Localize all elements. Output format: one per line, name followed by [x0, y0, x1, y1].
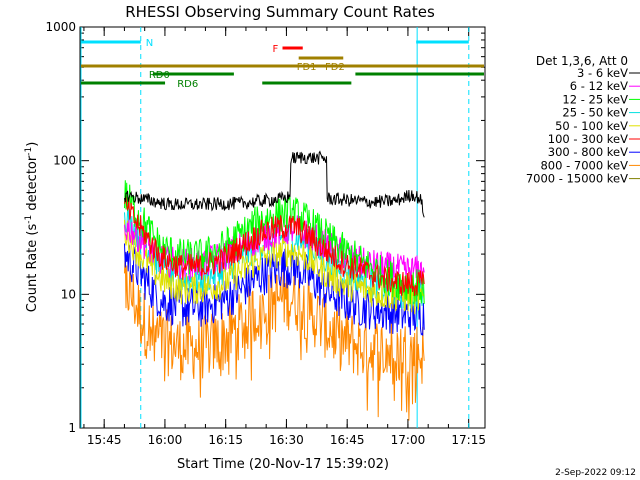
- x-tick-label: 15:45: [87, 433, 122, 447]
- x-tick-label: 17:15: [451, 433, 486, 447]
- x-tick-label: 17:00: [391, 433, 426, 447]
- series-line-50-100-keV: [124, 219, 425, 315]
- y-tick-label: 1: [68, 421, 76, 435]
- legend-label: 3 - 6 keV: [577, 66, 628, 80]
- timestamp: 2-Sep-2022 09:12: [555, 468, 636, 478]
- x-tick-label: 16:30: [269, 433, 304, 447]
- legend-label: 12 - 25 keV: [562, 92, 628, 106]
- plot-frame: [79, 26, 486, 429]
- state-bar-label: N: [146, 38, 153, 49]
- plot-area: 1 10 100 1000 15:45 16:00 16:15 16:30 16:45 17:00…: [45, 20, 486, 447]
- legend-label: 800 - 7000 keV: [540, 158, 628, 172]
- legend-label: 300 - 800 keV: [548, 145, 628, 159]
- state-bar-label: RD0: [149, 70, 170, 81]
- legend-label: 25 - 50 keV: [562, 106, 628, 120]
- x-axis-label: Start Time (20-Nov-17 15:39:02): [177, 457, 389, 472]
- chart-title: RHESSI Observing Summary Count Rates: [125, 3, 435, 21]
- x-tick-label: 16:00: [148, 433, 183, 447]
- state-bar-label: F: [273, 44, 279, 55]
- x-tick-label: 16:45: [330, 433, 365, 447]
- y-tick-label: 1000: [45, 20, 76, 34]
- y-tick-label: 100: [53, 154, 76, 168]
- y-tick-label: 10: [61, 287, 76, 301]
- legend-label: 7000 - 15000 keV: [526, 172, 628, 186]
- series-line-3-6-keV: [124, 150, 425, 218]
- series-line-800-7000-keV: [124, 251, 425, 421]
- legend-label: 6 - 12 keV: [570, 79, 628, 93]
- series-line-100-300-keV: [124, 196, 425, 297]
- legend-title: Det 1,3,6, Att 0: [536, 54, 628, 68]
- legend-label: 100 - 300 keV: [548, 132, 628, 146]
- state-bar-label: RD6: [177, 79, 198, 90]
- y-axis-label: Count Rate (s-1 detector-1): [24, 142, 40, 313]
- legend-label: 50 - 100 keV: [555, 119, 628, 133]
- series-line-300-800-keV: [124, 243, 425, 337]
- x-tick-label: 16:15: [208, 433, 243, 447]
